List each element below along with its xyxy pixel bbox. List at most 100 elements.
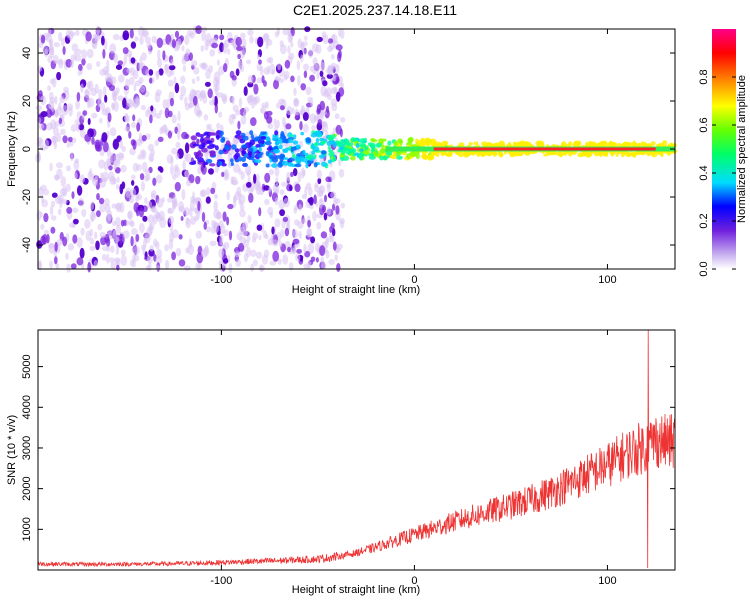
spectrum-noise-blob [122,47,129,55]
spectrum-signal-blob [278,144,283,150]
spectrum-noise-blob [89,228,94,237]
spectrum-signal-blob [350,137,356,143]
spectrum-noise-blob [80,83,84,93]
snr-ytick-label: 5000 [21,354,33,378]
spectrum-noise-blob [177,129,181,141]
spectrum-noise-blob [170,164,174,176]
spectrogram-ytick-label: 20 [21,95,33,107]
spectrum-signal-blob [265,163,270,168]
spectrum-noise-blob [247,75,254,84]
spectrum-noise-blob [77,70,82,76]
spectrum-noise-blob [122,230,130,239]
spectrum-noise-blob [277,62,282,71]
spectrum-noise-blob [231,75,237,81]
spectrum-noise-blob [102,245,109,252]
spectrum-noise-blob [139,173,145,181]
spectrum-noise-blob [222,258,229,264]
spectrum-noise-blob [256,54,260,60]
spectrum-signal-blob [215,145,219,151]
spectrum-noise-blob [91,38,96,49]
spectrum-signal-blob [216,134,220,140]
spectrum-noise-blob [91,112,98,119]
spectrum-noise-blob [237,53,241,60]
spectrum-noise-blob [325,87,332,97]
spectrum-noise-blob [330,87,338,95]
spectrum-signal-blob [241,150,247,155]
spectrum-noise-blob [82,110,88,116]
spectrum-noise-blob [171,39,177,49]
snr-marks [37,329,676,569]
spectrum-noise-blob [205,196,211,204]
spectrum-noise-blob [205,226,212,233]
spectrum-noise-blob [134,36,139,42]
spectrum-noise-blob [271,239,279,247]
spectrum-noise-blob [117,60,124,66]
spectrum-noise-blob [191,78,196,85]
spectrum-signal-blob [590,141,597,145]
spectrum-signal-blob [287,138,294,144]
spectrum-signal-blob [266,147,273,151]
spectrum-noise-blob [50,200,56,208]
spectrum-noise-blob [292,238,300,245]
spectrum-noise-blob [182,160,186,171]
spectrum-signal-blob [632,152,637,158]
spectrum-signal-blob [620,152,626,158]
spectrum-noise-blob [316,36,323,43]
spectrum-noise-blob [261,254,269,265]
spectrum-noise-blob [43,229,49,236]
spectrum-signal-blob [280,133,285,137]
spectrum-noise-blob [315,44,322,54]
spectrum-signal-blob [234,148,240,153]
spectrum-noise-blob [90,201,94,211]
spectrum-noise-blob [306,261,312,270]
spectrum-noise-blob [102,48,106,59]
spectrum-signal-blob [251,151,256,156]
spectrum-noise-blob [296,248,302,254]
spectrum-noise-blob [263,185,270,191]
spectrum-noise-blob [148,49,153,55]
spectrum-signal-blob [201,142,206,148]
spectrum-signal-blob [207,145,214,150]
spectrum-signal-blob [399,140,404,144]
spectrum-noise-blob [187,244,195,256]
spectrum-noise-blob [276,102,281,109]
spectrum-noise-blob [316,72,320,80]
spectrum-noise-blob [52,54,59,64]
spectrum-signal-blob [328,149,334,153]
spectrum-noise-blob [162,50,166,61]
spectrum-signal-blob [295,144,301,149]
spectrum-signal-blob [343,145,347,152]
spectrum-noise-blob [130,236,134,247]
spectrum-noise-blob [103,141,109,153]
spectrum-noise-blob [293,97,299,108]
spectrum-noise-blob [141,134,147,142]
spectrum-noise-blob [304,35,308,42]
spectrum-noise-blob [267,65,270,75]
spectrum-noise-blob [334,254,338,262]
spectrum-noise-blob [177,110,181,122]
spectrum-noise-blob [195,262,200,271]
spectrum-signal-blob [288,157,295,162]
spectrum-noise-blob [189,207,193,218]
spectrum-noise-blob [150,149,155,157]
spectrum-noise-blob [51,192,58,198]
spectrum-noise-blob [169,70,175,76]
spectrum-signal-blob [488,150,493,156]
spectrum-noise-blob [211,95,216,105]
colorbar-gradient [712,29,736,269]
spectrum-noise-blob [70,60,74,68]
spectrum-signal-blob [392,151,396,157]
spectrum-noise-blob [110,152,114,163]
spectrum-signal-blob [283,157,289,161]
spectrum-noise-blob [222,211,227,222]
spectrum-noise-blob [136,164,142,171]
spectrum-noise-blob [89,245,96,252]
spectrum-noise-blob [268,186,272,193]
spectrum-noise-blob [62,135,68,144]
spectrum-noise-blob [302,123,309,133]
spectrum-noise-blob [151,205,156,214]
spectrum-noise-blob [145,265,151,271]
spectrum-noise-blob [244,165,252,176]
spectrum-signal-blob [235,130,242,136]
spectrum-noise-blob [144,197,148,205]
